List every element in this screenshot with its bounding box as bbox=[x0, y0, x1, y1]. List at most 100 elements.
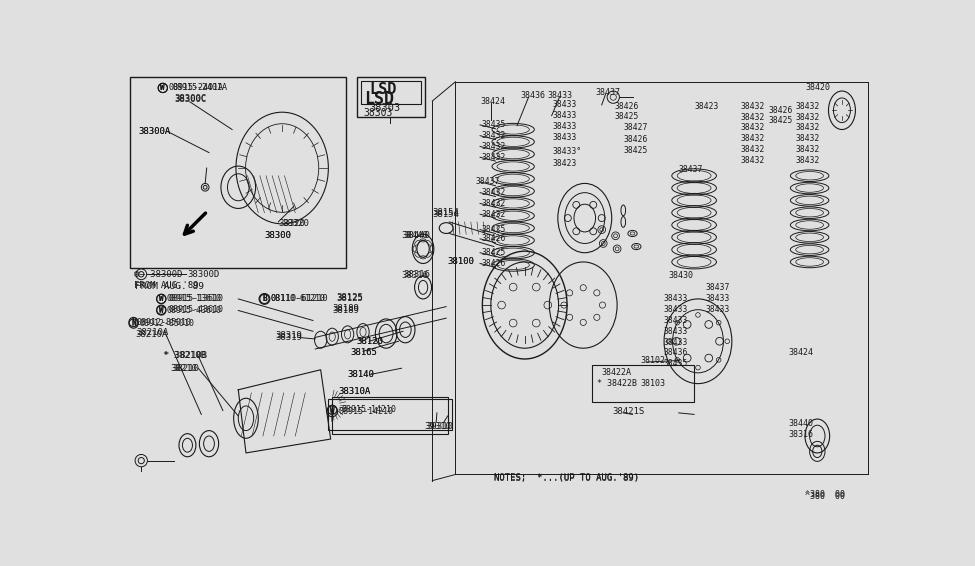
Text: W: W bbox=[330, 407, 334, 416]
Text: 38433: 38433 bbox=[553, 100, 577, 109]
Text: 38432: 38432 bbox=[482, 131, 506, 140]
Text: 38102: 38102 bbox=[641, 356, 665, 365]
Text: 38426: 38426 bbox=[482, 234, 506, 243]
Text: LSD: LSD bbox=[370, 82, 397, 97]
Text: 38426: 38426 bbox=[482, 259, 506, 268]
Text: 08915-14210: 08915-14210 bbox=[341, 405, 397, 414]
Text: 38154: 38154 bbox=[432, 210, 459, 218]
Text: 38430: 38430 bbox=[668, 271, 693, 280]
Text: 38433: 38433 bbox=[553, 111, 577, 120]
Text: 38436: 38436 bbox=[663, 348, 687, 357]
Text: 38300C: 38300C bbox=[175, 95, 207, 104]
Text: W: W bbox=[159, 294, 164, 303]
Text: 38120: 38120 bbox=[357, 337, 384, 346]
Text: * 38210B: * 38210B bbox=[163, 351, 206, 361]
Text: 38422A: 38422A bbox=[602, 368, 632, 378]
Text: 38437: 38437 bbox=[596, 88, 620, 97]
Text: 38432: 38432 bbox=[796, 113, 820, 122]
Text: B: B bbox=[262, 294, 267, 303]
Text: 38432: 38432 bbox=[740, 156, 764, 165]
Text: 38421S: 38421S bbox=[612, 407, 644, 416]
Text: 38140: 38140 bbox=[348, 370, 374, 379]
Text: 08110-61210: 08110-61210 bbox=[271, 294, 326, 303]
Text: 38189: 38189 bbox=[332, 305, 359, 314]
Text: 38433: 38433 bbox=[663, 316, 687, 325]
Text: 38432: 38432 bbox=[796, 123, 820, 132]
Text: 38316: 38316 bbox=[402, 271, 428, 280]
Text: 08915-2401A: 08915-2401A bbox=[172, 83, 227, 92]
Text: 08915-13610: 08915-13610 bbox=[169, 294, 223, 303]
Text: 38120: 38120 bbox=[357, 337, 384, 346]
Text: FROM AUG.'89: FROM AUG.'89 bbox=[134, 281, 198, 290]
Text: 38433: 38433 bbox=[548, 91, 573, 100]
Text: 38125: 38125 bbox=[336, 293, 364, 302]
Text: 38432: 38432 bbox=[796, 156, 820, 165]
Text: 38432: 38432 bbox=[482, 210, 506, 218]
Text: 38435: 38435 bbox=[482, 121, 506, 130]
Text: 38140: 38140 bbox=[348, 370, 374, 379]
Text: 38432: 38432 bbox=[740, 145, 764, 154]
Text: 38303: 38303 bbox=[370, 103, 401, 113]
Text: 38100: 38100 bbox=[448, 258, 475, 267]
Text: 38320: 38320 bbox=[282, 219, 309, 228]
Text: W: W bbox=[161, 83, 165, 92]
Text: 38310A: 38310A bbox=[338, 387, 370, 396]
Text: 38316: 38316 bbox=[403, 270, 430, 279]
Text: 38432: 38432 bbox=[796, 134, 820, 143]
Text: ^380  00: ^380 00 bbox=[805, 491, 845, 500]
Bar bbox=[593, 365, 694, 402]
Text: 08912-85010: 08912-85010 bbox=[136, 318, 192, 327]
Text: 38433: 38433 bbox=[553, 122, 577, 131]
Text: 38425: 38425 bbox=[482, 225, 506, 234]
Text: 38432: 38432 bbox=[482, 199, 506, 208]
Text: 38100: 38100 bbox=[448, 258, 475, 267]
Text: 38125: 38125 bbox=[336, 294, 364, 303]
Text: 38319: 38319 bbox=[275, 331, 302, 340]
Text: N: N bbox=[132, 319, 136, 328]
Text: W: W bbox=[159, 306, 164, 315]
Text: 38319: 38319 bbox=[275, 333, 302, 342]
Text: 38432: 38432 bbox=[740, 134, 764, 143]
Text: 38433: 38433 bbox=[706, 305, 730, 314]
Text: FROM AUG.'89: FROM AUG.'89 bbox=[136, 282, 204, 291]
Text: 38425: 38425 bbox=[623, 146, 647, 155]
Text: 38154: 38154 bbox=[432, 208, 459, 217]
Text: 38433°: 38433° bbox=[553, 147, 582, 156]
Text: 38210A: 38210A bbox=[136, 328, 169, 337]
Text: 38423: 38423 bbox=[553, 159, 577, 168]
Text: 39310: 39310 bbox=[425, 422, 451, 431]
Text: 38426: 38426 bbox=[614, 102, 639, 111]
Text: 38432: 38432 bbox=[740, 113, 764, 122]
Text: 38425: 38425 bbox=[614, 112, 639, 121]
Text: 38165: 38165 bbox=[351, 348, 377, 357]
Text: 38426: 38426 bbox=[623, 135, 647, 144]
Text: NOTES;  *...(UP TO AUG.'89): NOTES; *...(UP TO AUG.'89) bbox=[494, 473, 639, 482]
Text: 38435: 38435 bbox=[663, 359, 687, 368]
Bar bbox=[361, 81, 421, 104]
Text: 38437: 38437 bbox=[706, 283, 730, 292]
Text: 38425: 38425 bbox=[768, 116, 793, 125]
Text: 38300: 38300 bbox=[264, 231, 292, 241]
Text: 38423: 38423 bbox=[694, 102, 719, 111]
Text: 38425: 38425 bbox=[482, 248, 506, 257]
Text: 38440: 38440 bbox=[788, 419, 813, 428]
Text: 08915-43610: 08915-43610 bbox=[169, 305, 223, 314]
Text: 38437: 38437 bbox=[679, 165, 703, 174]
Text: W: W bbox=[159, 305, 164, 314]
Text: 38433: 38433 bbox=[663, 327, 687, 336]
Text: W: W bbox=[161, 83, 165, 92]
Text: 08915-2401A: 08915-2401A bbox=[169, 83, 223, 92]
Text: 38427: 38427 bbox=[623, 123, 647, 132]
Text: 08110-61210: 08110-61210 bbox=[271, 294, 329, 303]
Text: 38426: 38426 bbox=[768, 106, 793, 115]
Text: 38300A: 38300A bbox=[138, 127, 171, 136]
Text: 38433: 38433 bbox=[553, 132, 577, 142]
Bar bbox=[131, 77, 346, 268]
Text: 08915-14210: 08915-14210 bbox=[338, 407, 393, 416]
Text: 38433: 38433 bbox=[706, 294, 730, 303]
Text: B: B bbox=[262, 294, 267, 303]
Bar bbox=[357, 77, 424, 117]
Text: NOTES;  *...(UP TO AUG.'89): NOTES; *...(UP TO AUG.'89) bbox=[494, 474, 639, 483]
Text: 38440: 38440 bbox=[402, 231, 428, 241]
Bar bbox=[332, 397, 448, 435]
